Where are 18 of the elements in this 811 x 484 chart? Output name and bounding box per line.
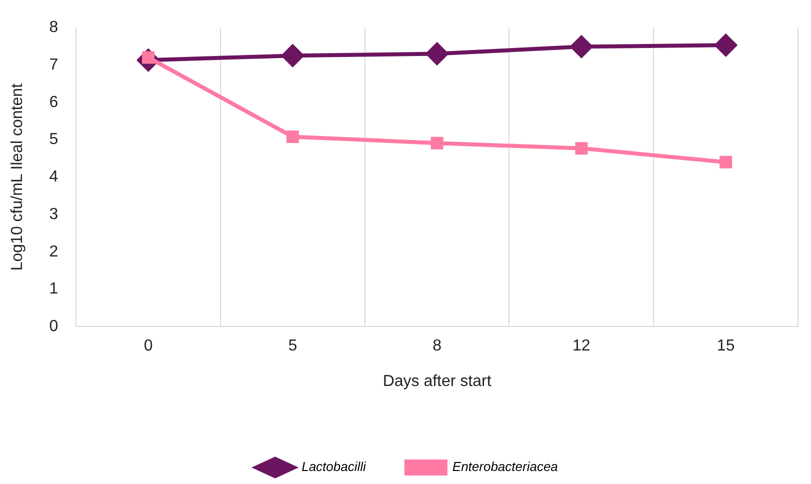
- y-tick-label: 6: [49, 94, 58, 111]
- x-tick-label: 15: [716, 338, 735, 355]
- y-tick-label: 8: [49, 19, 58, 36]
- x-tick-label: 0: [144, 338, 153, 355]
- x-tick-label: 5: [288, 338, 298, 355]
- legend-label: Enterobacteriacea: [452, 459, 558, 474]
- legend-label: Lactobacilli: [302, 459, 368, 474]
- y-tick-label: 0: [49, 318, 58, 336]
- y-tick-label: 3: [49, 206, 58, 223]
- y-tick-label: 2: [49, 243, 58, 260]
- y-tick-label: 1: [49, 280, 58, 298]
- y-axis-title: Log10 cfu/mL Ileal content: [9, 83, 26, 271]
- x-axis-title: Days after start: [382, 372, 492, 390]
- x-tick-label: 8: [432, 338, 442, 355]
- y-tick-label: 5: [49, 131, 58, 148]
- x-tick-label: 12: [572, 338, 590, 355]
- y-tick-label: 7: [49, 56, 58, 74]
- y-tick-label: 4: [49, 168, 58, 186]
